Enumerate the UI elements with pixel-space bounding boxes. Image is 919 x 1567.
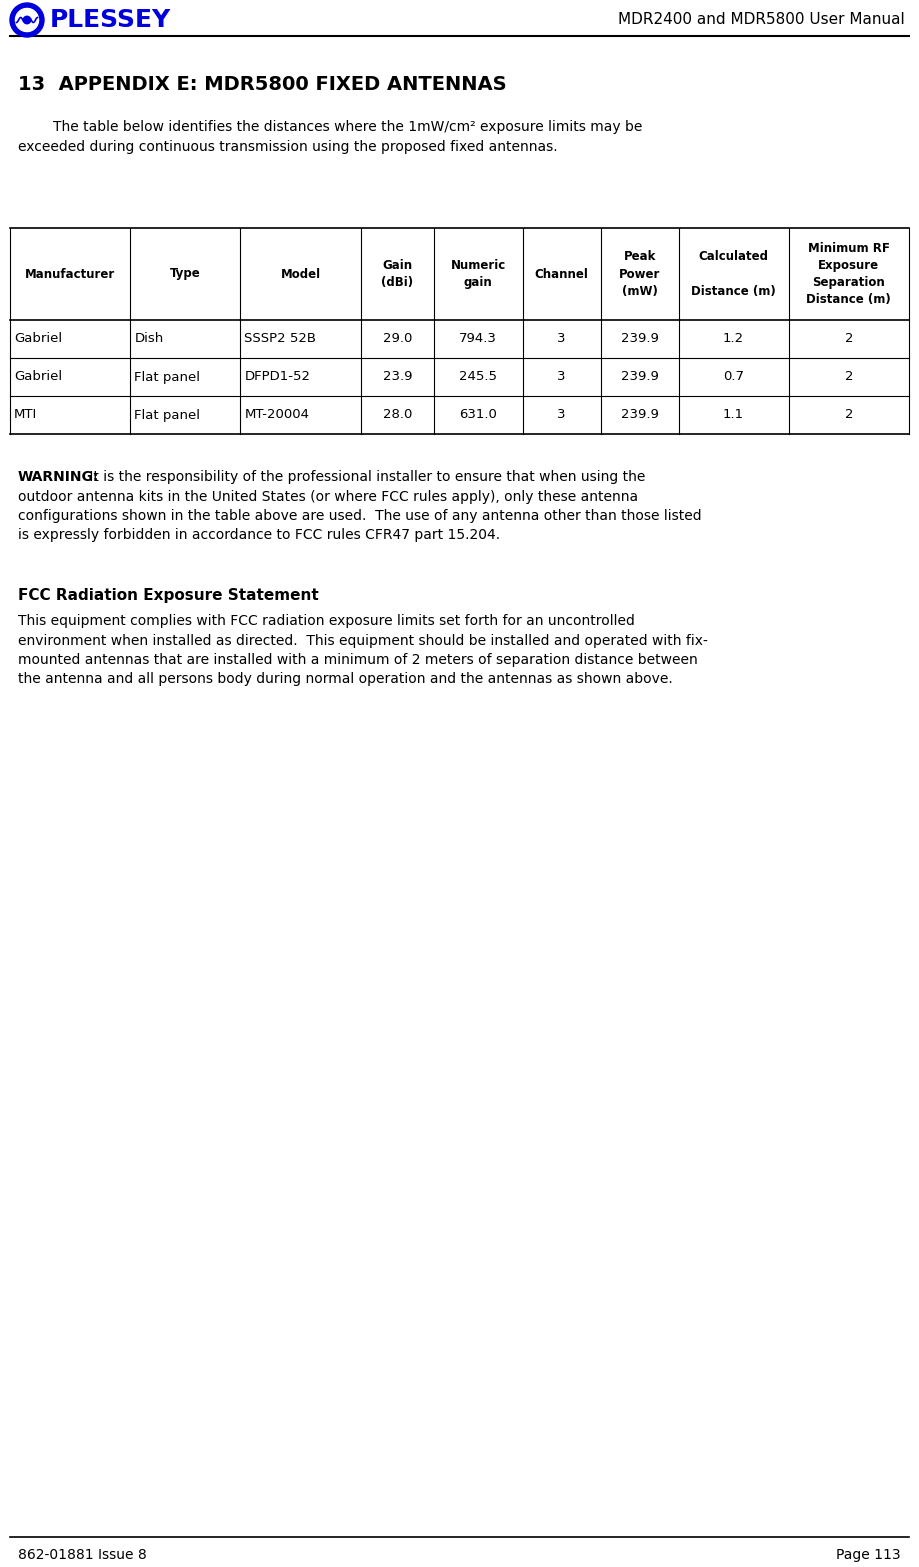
- Text: FCC Radiation Exposure Statement: FCC Radiation Exposure Statement: [18, 588, 319, 603]
- Text: 1.2: 1.2: [723, 332, 744, 345]
- Text: 1.1: 1.1: [723, 409, 744, 422]
- Text: is expressly forbidden in accordance to FCC rules CFR47 part 15.204.: is expressly forbidden in accordance to …: [18, 528, 500, 542]
- Text: 3: 3: [557, 409, 566, 422]
- Text: 29.0: 29.0: [382, 332, 412, 345]
- Text: 23.9: 23.9: [382, 370, 413, 384]
- Circle shape: [16, 8, 39, 31]
- Text: Gain
(dBi): Gain (dBi): [381, 259, 414, 288]
- Text: MDR2400 and MDR5800 User Manual: MDR2400 and MDR5800 User Manual: [618, 13, 905, 28]
- Text: 239.9: 239.9: [620, 370, 659, 384]
- Text: 0.7: 0.7: [723, 370, 744, 384]
- Text: DFPD1-52: DFPD1-52: [244, 370, 311, 384]
- Text: SSSP2 52B: SSSP2 52B: [244, 332, 316, 345]
- Text: 28.0: 28.0: [382, 409, 412, 422]
- Text: Dish: Dish: [134, 332, 164, 345]
- Text: configurations shown in the table above are used.  The use of any antenna other : configurations shown in the table above …: [18, 509, 701, 523]
- Text: It is the responsibility of the professional installer to ensure that when using: It is the responsibility of the professi…: [85, 470, 645, 484]
- Text: 631.0: 631.0: [460, 409, 497, 422]
- Text: Flat panel: Flat panel: [134, 409, 200, 422]
- Text: 2: 2: [845, 370, 853, 384]
- Text: Calculated

Distance (m): Calculated Distance (m): [691, 251, 776, 298]
- Text: Gabriel: Gabriel: [14, 370, 62, 384]
- Circle shape: [23, 16, 30, 24]
- Text: outdoor antenna kits in the United States (or where FCC rules apply), only these: outdoor antenna kits in the United State…: [18, 489, 638, 503]
- Text: 3: 3: [557, 370, 566, 384]
- Text: Page 113: Page 113: [836, 1548, 901, 1562]
- Text: Numeric
gain: Numeric gain: [450, 259, 506, 288]
- Text: 2: 2: [845, 332, 853, 345]
- Text: 3: 3: [557, 332, 566, 345]
- Text: 245.5: 245.5: [460, 370, 497, 384]
- Text: environment when installed as directed.  This equipment should be installed and : environment when installed as directed. …: [18, 633, 708, 647]
- Text: Manufacturer: Manufacturer: [25, 268, 115, 280]
- Text: Flat panel: Flat panel: [134, 370, 200, 384]
- Text: 13  APPENDIX E: MDR5800 FIXED ANTENNAS: 13 APPENDIX E: MDR5800 FIXED ANTENNAS: [18, 75, 506, 94]
- Text: 862-01881 Issue 8: 862-01881 Issue 8: [18, 1548, 147, 1562]
- Text: Model: Model: [280, 268, 321, 280]
- Text: This equipment complies with FCC radiation exposure limits set forth for an unco: This equipment complies with FCC radiati…: [18, 614, 635, 628]
- Text: Gabriel: Gabriel: [14, 332, 62, 345]
- Text: MT-20004: MT-20004: [244, 409, 310, 422]
- Text: MTI: MTI: [14, 409, 38, 422]
- Text: 239.9: 239.9: [620, 409, 659, 422]
- Text: The table below identifies the distances where the 1mW/cm² exposure limits may b: The table below identifies the distances…: [18, 121, 642, 135]
- Text: Type: Type: [170, 268, 200, 280]
- Text: exceeded during continuous transmission using the proposed fixed antennas.: exceeded during continuous transmission …: [18, 139, 558, 154]
- Text: mounted antennas that are installed with a minimum of 2 meters of separation dis: mounted antennas that are installed with…: [18, 653, 698, 668]
- Text: 239.9: 239.9: [620, 332, 659, 345]
- Text: 794.3: 794.3: [460, 332, 497, 345]
- Text: PLESSEY: PLESSEY: [50, 8, 171, 31]
- Circle shape: [10, 3, 44, 38]
- Text: WARNING:: WARNING:: [18, 470, 99, 484]
- Text: Peak
Power
(mW): Peak Power (mW): [618, 251, 660, 298]
- Text: Channel: Channel: [535, 268, 588, 280]
- Text: 2: 2: [845, 409, 853, 422]
- Text: Minimum RF
Exposure
Separation
Distance (m): Minimum RF Exposure Separation Distance …: [807, 241, 891, 306]
- Text: the antenna and all persons body during normal operation and the antennas as sho: the antenna and all persons body during …: [18, 672, 673, 686]
